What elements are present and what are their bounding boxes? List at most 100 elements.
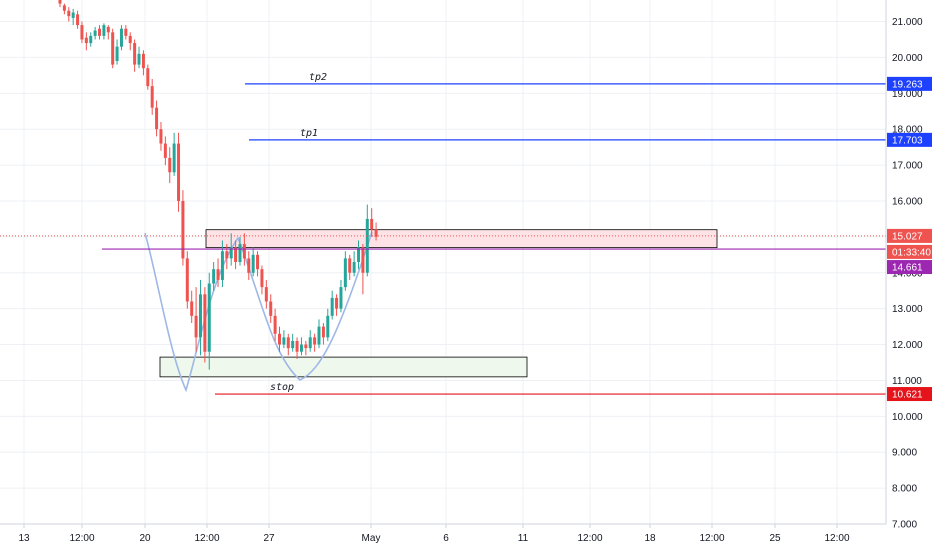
candle-down [321,326,325,338]
time-tick-label: 12:00 [69,533,94,544]
candle-up [137,53,141,65]
last-price-tag-bg [887,228,932,243]
candle-down [58,0,62,4]
stop-price-tag-text: 10.621 [892,390,923,401]
last-price-tag: 15.027 [887,228,932,243]
candle-down [80,25,84,40]
stop-label: stop [270,382,294,393]
candle-up [282,337,286,345]
candle-up [365,218,369,273]
stop-price-tag-bg [887,387,932,402]
candle-up [220,251,224,280]
candle-up [299,344,303,352]
price-tick-label: 17.000 [892,161,923,172]
price-tick-label: 7.000 [892,520,917,531]
candle-down [247,258,251,273]
price-tick-label: 12.000 [892,340,923,351]
candle-down [194,315,198,338]
tp1-price-tag-bg [887,132,932,147]
candle-up [119,28,123,47]
resistance-zone [205,229,718,249]
candle-down [84,37,88,44]
cup-and-handle-curve [144,231,373,393]
candle-down [273,315,277,334]
time-tick-label: May [362,533,381,544]
candle-down [185,258,189,302]
price-tick-label: 19.000 [892,89,923,100]
candle-down [256,254,260,270]
cup-curve-layer [144,231,373,393]
candle-up [102,25,106,36]
candle-up [212,269,216,284]
candle-down [190,301,194,316]
candle-up [207,283,211,352]
price-tags: 19.263 17.703 14.661 10.621 15.027 01:33:40 [887,76,932,402]
price-tick-label: 11.000 [892,376,922,387]
candle-down [335,297,339,309]
candle-down [234,247,238,262]
price-tick-label: 21.000 [892,17,923,28]
entry-price-tag: 14.661 [887,260,932,275]
support-zone [159,356,528,378]
candle-down [111,32,115,65]
levels-layer: tp2 tp1 stop [0,72,886,395]
candle-down [133,43,137,65]
time-axis[interactable]: 13 12:00 20 12:00 27 May 6 11 12:00 18 12:00 25 12:0… [18,524,850,544]
candle-up [89,35,93,44]
candle-down [295,340,299,352]
candle-up [93,30,97,36]
candle-down [374,229,378,237]
time-tick-label: 18 [644,533,656,544]
price-tick-label: 16.000 [892,196,923,207]
price-tick-label: 9.000 [892,448,917,459]
candle-down [264,287,268,302]
candle-down [181,200,185,259]
candle-up [308,337,312,349]
entry-price-tag-bg [887,260,932,275]
candle-up [343,258,347,288]
bar-countdown-tag-text: 01:33:40 [892,247,931,258]
candle-up [172,143,176,173]
tp1-price-tag: 17.703 [887,132,932,147]
tp1-label: tp1 [300,128,318,139]
candle-down [269,301,273,316]
bar-countdown-tag: 01:33:40 [887,244,932,259]
last-price-tag-text: 15.027 [892,231,923,242]
candles-layer [58,0,378,370]
candle-up [115,46,119,62]
price-tick-label: 18.000 [892,125,923,136]
candle-up [352,262,356,273]
candle-up [71,12,75,18]
time-tick-label: 27 [263,533,275,544]
tp2-price-tag-text: 19.263 [892,79,923,90]
price-tick-label: 20.000 [892,53,923,64]
time-tick-label: 6 [443,533,449,544]
price-tick-label: 8.000 [892,484,917,495]
bar-countdown-tag-bg [887,244,932,259]
candle-up [317,326,321,345]
tp2-price-tag-bg [887,76,932,91]
candle-down [242,244,246,259]
candle-down [128,35,132,44]
candle-down [177,143,181,201]
time-tick-label: 13 [18,533,30,544]
candle-up [291,340,295,349]
candle-down [155,107,159,130]
candle-up [339,287,343,309]
time-tick-label: 12:00 [699,533,724,544]
tp1-price-tag-text: 17.703 [892,135,923,146]
candle-down [146,68,150,87]
candle-up [251,254,255,273]
time-tick-label: 12:00 [194,533,219,544]
stop-price-tag: 10.621 [887,387,932,402]
candle-down [304,344,308,349]
price-tick-label: 10.000 [892,412,923,423]
candle-up [238,244,242,262]
time-tick-label: 12:00 [824,533,849,544]
candle-down [98,28,102,36]
candle-up [326,315,330,338]
time-tick-label: 25 [769,533,781,544]
